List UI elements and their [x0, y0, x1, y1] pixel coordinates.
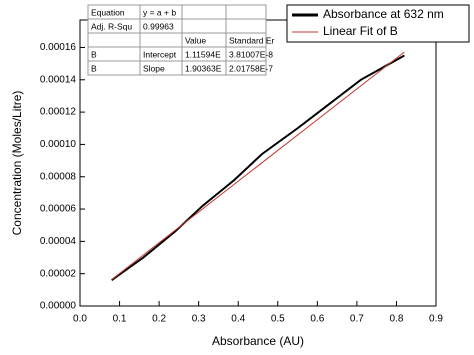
- x-tick-label: 0.0: [73, 314, 87, 325]
- series-line: [111, 51, 405, 281]
- x-tick-label: 0.3: [192, 314, 206, 325]
- table-cell: 1.90363E: [185, 63, 222, 73]
- legend: Absorbance at 632 nm Linear Fit of B: [286, 4, 470, 43]
- y-tick-label: 0.00002: [40, 268, 77, 279]
- y-tick-label: 0.00004: [40, 236, 77, 247]
- table-cell: Equation: [91, 7, 125, 17]
- table-cell: B: [91, 63, 97, 73]
- table-cell: y = a + b: [143, 7, 176, 17]
- x-axis-title: Absorbance (AU): [212, 334, 304, 348]
- table-cell: 0.99963: [143, 21, 174, 31]
- table-cell: 2.01758E-7: [229, 63, 273, 73]
- y-tick-label: 0.00006: [40, 204, 77, 215]
- fit-table: Equation y = a + b Adj. R-Squ 0.99963 Value S…: [87, 4, 275, 76]
- plot-area: 0.0 0.1 0.2 0.3 0.4 0.5 0.6 0.7 0.8 0.9 0.00000 0.0…: [10, 19, 443, 348]
- legend-label: Absorbance at 632 nm: [323, 7, 444, 21]
- y-tick-label: 0.00008: [40, 171, 77, 182]
- x-tick-label: 0.4: [231, 314, 245, 325]
- y-tick-label: 0.00000: [40, 301, 77, 312]
- table-cell: 3.81007E-8: [229, 49, 273, 59]
- legend-box: [286, 4, 470, 43]
- table-cell: Value: [185, 35, 206, 45]
- y-tick-label: 0.00016: [40, 42, 77, 53]
- table-cell: Adj. R-Squ: [91, 21, 132, 31]
- x-tick-label: 0.6: [310, 314, 324, 325]
- legend-label: Linear Fit of B: [323, 24, 398, 38]
- series-line: [111, 54, 405, 281]
- x-tick-label: 0.7: [350, 314, 364, 325]
- y-axis-title: Concentration (Moles/Litre): [10, 91, 24, 236]
- x-tick-label: 0.5: [271, 314, 285, 325]
- x-tick-label: 0.8: [389, 314, 403, 325]
- table-cell: B: [91, 49, 97, 59]
- table-cell: Slope: [143, 63, 165, 73]
- y-tick-label: 0.00010: [40, 139, 77, 150]
- x-tick-label: 0.9: [429, 314, 443, 325]
- x-tick-label: 0.1: [113, 314, 127, 325]
- table-bg: [87, 4, 267, 76]
- table-cell: 1.11594E: [185, 49, 221, 59]
- x-tick-label: 0.2: [152, 314, 166, 325]
- table-cell: Intercept: [143, 49, 177, 59]
- y-tick-label: 0.00014: [40, 74, 77, 85]
- y-tick-label: 0.00012: [40, 107, 77, 118]
- table-cell: Standard Er: [229, 35, 275, 45]
